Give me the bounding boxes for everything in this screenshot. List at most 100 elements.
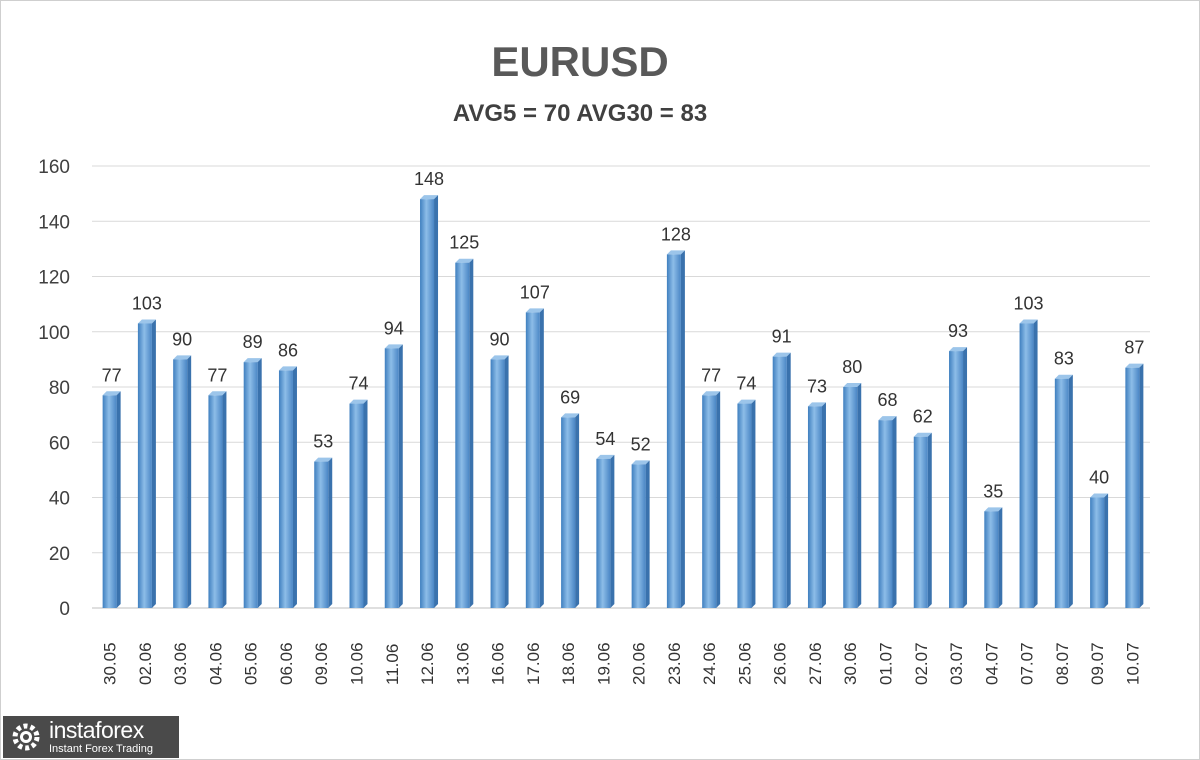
bar — [1054, 378, 1069, 608]
bar-top — [278, 366, 297, 371]
x-tick-label: 04.06 — [206, 642, 225, 685]
x-tick-label: 05.06 — [242, 642, 261, 685]
data-label: 91 — [772, 327, 792, 347]
data-label: 77 — [701, 365, 721, 385]
bar-side — [1104, 493, 1109, 608]
bar — [843, 387, 858, 608]
bar-top — [596, 454, 615, 459]
bar-side — [257, 358, 262, 608]
bar — [1090, 497, 1105, 608]
x-tick-label: 17.06 — [524, 642, 543, 685]
data-label: 103 — [132, 293, 162, 313]
x-tick-label: 26.06 — [771, 642, 790, 685]
data-label: 52 — [631, 434, 651, 454]
bar-side — [504, 355, 509, 608]
bar-side — [539, 308, 544, 608]
data-label: 90 — [490, 329, 510, 349]
x-tick-label: 25.06 — [735, 642, 754, 685]
bar-side — [751, 399, 756, 608]
bar-side — [222, 391, 227, 608]
x-tick-label: 30.05 — [101, 642, 120, 685]
data-label: 74 — [348, 374, 368, 394]
bar — [173, 359, 188, 608]
x-tick-label: 20.06 — [630, 642, 649, 685]
bar-side — [398, 344, 403, 608]
bar — [666, 254, 681, 608]
bar-side — [1068, 374, 1073, 608]
logo-name: instaforex — [49, 717, 144, 743]
bar — [208, 395, 223, 608]
y-tick-label: 0 — [59, 599, 70, 620]
bar-top — [314, 457, 333, 462]
bar-side — [434, 195, 439, 608]
bar — [878, 420, 893, 608]
bar — [1125, 367, 1140, 608]
x-tick-label: 18.06 — [559, 642, 578, 685]
bar — [984, 511, 999, 608]
y-tick-label: 60 — [49, 433, 70, 454]
x-tick-label: 06.06 — [277, 642, 296, 685]
bar — [1019, 323, 1034, 608]
data-label: 89 — [243, 332, 263, 352]
data-label: 80 — [842, 357, 862, 377]
bar-top — [949, 347, 968, 352]
bar-top — [173, 355, 192, 360]
bar — [807, 406, 822, 608]
bar-side — [716, 391, 721, 608]
x-tick-label: 10.06 — [348, 642, 367, 685]
bar — [102, 395, 117, 608]
bar-side — [963, 347, 968, 608]
bar-top — [1090, 493, 1109, 498]
bar — [913, 436, 928, 608]
bar — [490, 359, 505, 608]
chart-subtitle: AVG5 = 70 AVG30 = 83 — [452, 100, 708, 127]
bar-side — [821, 402, 826, 608]
bar-top — [737, 399, 756, 404]
bar-top — [490, 355, 509, 360]
bar-top — [420, 195, 439, 200]
bar — [702, 395, 717, 608]
bar-top — [702, 391, 721, 396]
bar — [278, 370, 293, 608]
x-tick-label: 12.06 — [418, 642, 437, 685]
bar-top — [913, 432, 932, 437]
x-tick-label: 10.07 — [1123, 642, 1142, 685]
data-label: 74 — [736, 374, 756, 394]
x-tick-label: 03.06 — [171, 642, 190, 685]
bar-side — [187, 355, 192, 608]
bar-top — [666, 250, 685, 255]
data-label: 103 — [1014, 293, 1044, 313]
bar-top — [561, 413, 580, 418]
data-label: 83 — [1054, 349, 1074, 369]
logo-tagline: Instant Forex Trading — [49, 743, 153, 755]
x-tick-label: 13.06 — [453, 642, 472, 685]
bar-top — [631, 460, 650, 465]
bar-top — [1054, 374, 1073, 379]
bar-top — [349, 399, 368, 404]
data-label: 128 — [661, 224, 691, 244]
bar-side — [469, 258, 474, 608]
data-label: 94 — [384, 318, 404, 338]
gear-logo-icon — [12, 723, 40, 751]
data-label: 73 — [807, 376, 827, 396]
y-tick-label: 140 — [38, 212, 70, 233]
data-label: 87 — [1124, 338, 1144, 358]
y-tick-label: 80 — [49, 378, 70, 399]
bar — [596, 458, 611, 608]
bar-top — [525, 308, 544, 313]
data-label: 86 — [278, 340, 298, 360]
bar-side — [116, 391, 121, 608]
bar — [631, 464, 646, 608]
chart-title: EURUSD — [491, 38, 669, 85]
bar-side — [857, 383, 862, 608]
x-tick-label: 02.07 — [912, 642, 931, 685]
labels-layer: 77 30.05 103 02.06 90 03.06 77 04.06 89 05.06 86 06… — [101, 169, 1145, 685]
bar-top — [102, 391, 121, 396]
bar-side — [363, 399, 368, 608]
bar-side — [1139, 363, 1144, 608]
bar — [349, 403, 364, 608]
data-label: 54 — [595, 429, 615, 449]
data-label: 40 — [1089, 468, 1109, 488]
bar-side — [786, 352, 791, 608]
bar-top — [807, 402, 826, 407]
